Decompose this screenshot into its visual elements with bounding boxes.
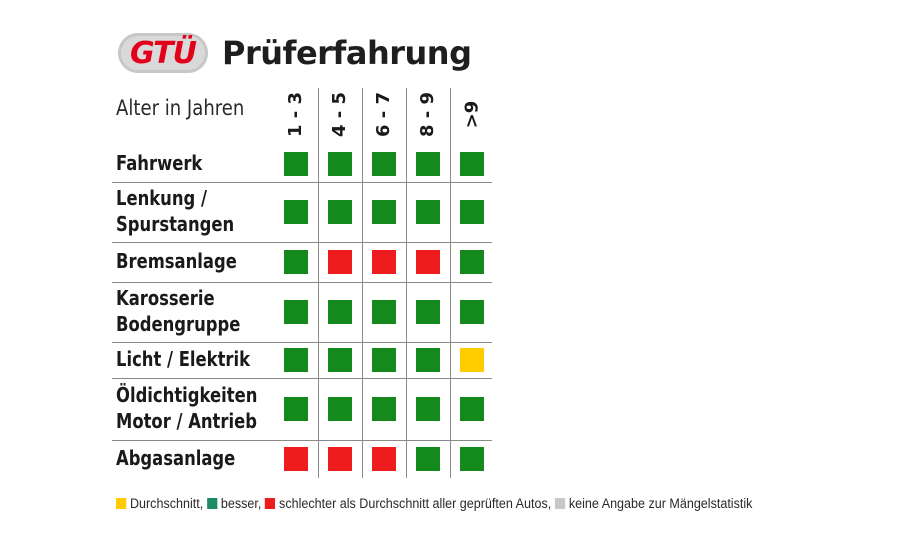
legend-text: keine Angabe zur Mängelstatistik <box>568 496 753 511</box>
legend-swatch <box>265 498 276 509</box>
row-divider <box>112 440 492 441</box>
rating-cell <box>416 397 440 421</box>
rating-cell <box>372 348 396 372</box>
column-header: 1 - 3 <box>275 88 317 140</box>
rating-cell <box>416 447 440 471</box>
rating-cell <box>416 152 440 176</box>
age-axis-label: Alter in Jahren <box>116 96 245 120</box>
logo-text: GTÜ <box>130 35 197 71</box>
legend-text: schlechter als Durchschnitt aller geprüf… <box>279 496 552 511</box>
rating-cell <box>284 348 308 372</box>
legend-text: besser, <box>220 496 262 511</box>
row-label: Lenkung / Spurstangen <box>116 186 235 236</box>
legend-text: Durchschnitt, <box>129 496 204 511</box>
row-divider <box>112 378 492 379</box>
gtu-logo: GTÜ <box>118 33 208 73</box>
header: GTÜ Prüferfahrung <box>118 28 472 78</box>
row-divider <box>112 182 492 183</box>
rating-cell <box>460 200 484 224</box>
row-label: Karosserie Bodengruppe <box>116 286 241 336</box>
column-header: >9 <box>451 88 493 140</box>
legend: Durchschnitt, besser, schlechter als Durch… <box>116 496 756 511</box>
row-label: Licht / Elektrik <box>116 347 251 371</box>
legend-item: schlechter als Durchschnitt aller geprüf… <box>265 496 551 511</box>
column-header-label: 4 - 5 <box>329 91 351 137</box>
page-title: Prüferfahrung <box>222 34 472 72</box>
row-divider <box>112 342 492 343</box>
column-header: 4 - 5 <box>319 88 361 140</box>
rating-cell <box>372 447 396 471</box>
rating-cell <box>328 200 352 224</box>
rating-cell <box>284 250 308 274</box>
rating-cell <box>460 447 484 471</box>
column-header-label: 1 - 3 <box>285 91 307 137</box>
rating-cell <box>460 152 484 176</box>
legend-item: besser, <box>206 496 262 511</box>
column-header-label: 8 - 9 <box>417 91 439 137</box>
rating-cell <box>328 397 352 421</box>
rating-cell <box>284 152 308 176</box>
rating-cell <box>416 200 440 224</box>
row-divider <box>112 282 492 283</box>
rating-cell <box>328 250 352 274</box>
rating-cell <box>372 200 396 224</box>
row-label: Bremsanlage <box>116 249 237 273</box>
rating-cell <box>328 348 352 372</box>
row-divider <box>112 242 492 243</box>
rating-cell <box>416 250 440 274</box>
column-header: 8 - 9 <box>407 88 449 140</box>
column-header-label: >9 <box>461 100 483 128</box>
rating-cell <box>328 300 352 324</box>
rating-cell <box>284 447 308 471</box>
rating-cell <box>460 300 484 324</box>
legend-swatch <box>206 498 218 509</box>
column-header: 6 - 7 <box>363 88 405 140</box>
column-divider <box>362 88 363 478</box>
legend-item: Durchschnitt, <box>116 496 203 511</box>
rating-cell <box>416 348 440 372</box>
column-divider <box>318 88 319 478</box>
rating-cell <box>372 300 396 324</box>
rating-cell <box>460 250 484 274</box>
column-divider <box>450 88 451 478</box>
row-label: Öldichtigkeiten Motor / Antrieb <box>116 383 258 433</box>
rating-cell <box>372 152 396 176</box>
rating-cell <box>372 397 396 421</box>
rating-cell <box>460 348 484 372</box>
rating-cell <box>328 152 352 176</box>
rating-cell <box>284 200 308 224</box>
rating-cell <box>328 447 352 471</box>
rating-cell <box>284 397 308 421</box>
column-divider <box>406 88 407 478</box>
row-label: Abgasanlage <box>116 446 236 470</box>
rating-cell <box>416 300 440 324</box>
legend-swatch <box>116 498 127 509</box>
legend-swatch <box>554 498 566 509</box>
row-label: Fahrwerk <box>116 151 203 175</box>
rating-cell <box>284 300 308 324</box>
rating-cell <box>372 250 396 274</box>
column-header-label: 6 - 7 <box>373 91 395 137</box>
rating-cell <box>460 397 484 421</box>
legend-item: keine Angabe zur Mängelstatistik <box>554 496 753 511</box>
